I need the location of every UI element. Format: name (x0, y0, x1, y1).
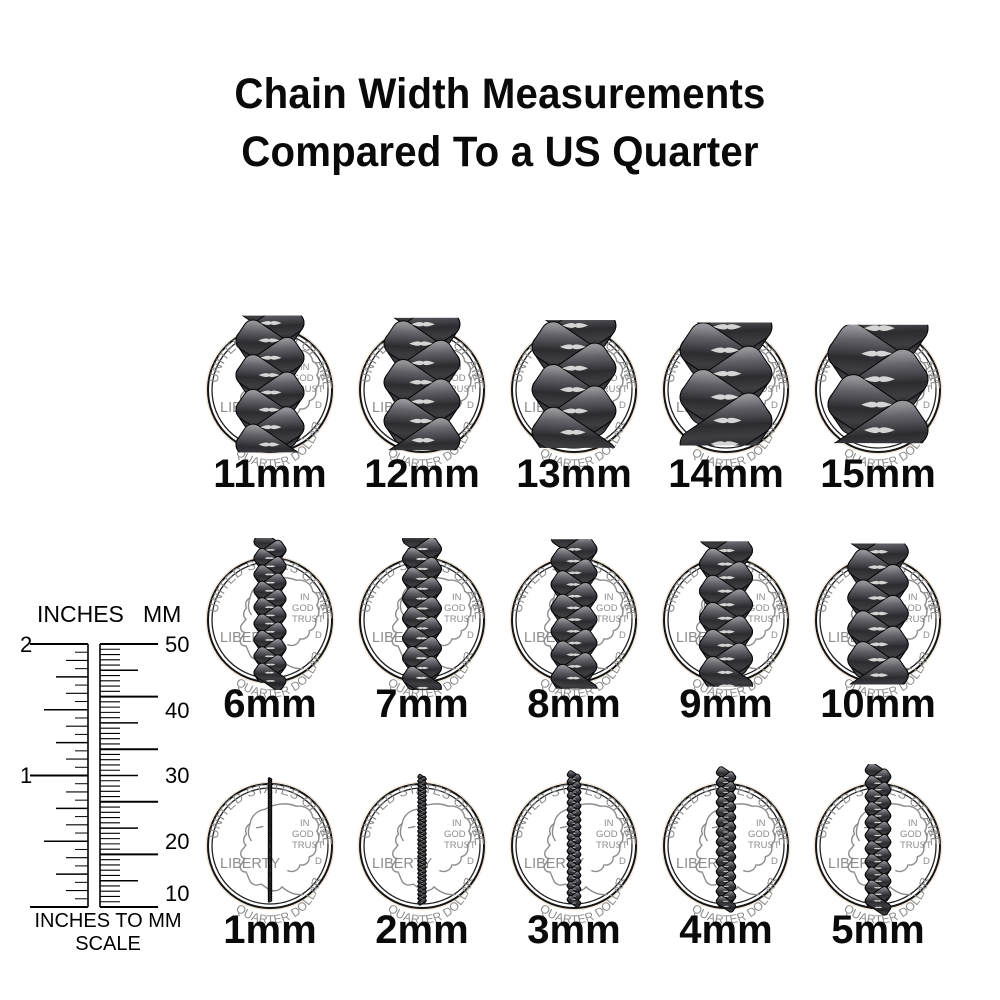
svg-text:D: D (923, 630, 930, 641)
svg-text:TRUST: TRUST (444, 614, 476, 625)
svg-text:D: D (467, 400, 474, 411)
svg-text:13mm: 13mm (516, 452, 632, 496)
svg-text:D: D (467, 630, 474, 641)
svg-text:15mm: 15mm (820, 452, 936, 496)
svg-text:IN: IN (908, 592, 918, 603)
svg-text:TRUST: TRUST (596, 614, 628, 625)
svg-text:4mm: 4mm (679, 908, 772, 952)
svg-text:TRUST: TRUST (444, 840, 476, 851)
svg-text:GOD WE: GOD WE (292, 603, 332, 614)
svg-text:UNITED STATES OF AMERICA: UNITED STATES OF AMERICA (0, 0, 335, 620)
svg-text:TRUST: TRUST (292, 614, 324, 625)
svg-text:7mm: 7mm (375, 682, 468, 726)
svg-text:TRUST: TRUST (596, 840, 628, 851)
svg-text:TRUST: TRUST (292, 840, 324, 851)
svg-text:D: D (771, 630, 778, 641)
svg-text:5mm: 5mm (831, 908, 924, 952)
svg-text:D: D (771, 400, 778, 411)
svg-text:TRUST: TRUST (900, 840, 932, 851)
svg-text:D: D (467, 856, 474, 867)
svg-text:GOD WE: GOD WE (444, 829, 484, 840)
svg-text:D: D (315, 400, 322, 411)
svg-text:TRUST: TRUST (748, 614, 780, 625)
svg-text:IN: IN (604, 818, 614, 829)
svg-text:TRUST: TRUST (748, 840, 780, 851)
svg-text:D: D (923, 400, 930, 411)
svg-text:D: D (619, 400, 626, 411)
svg-text:9mm: 9mm (679, 682, 772, 726)
svg-text:D: D (315, 630, 322, 641)
svg-text:12mm: 12mm (364, 452, 480, 496)
svg-text:GOD WE: GOD WE (596, 603, 636, 614)
svg-text:UNITED STATES OF AMERICA: UNITED STATES OF AMERICA (0, 0, 943, 390)
svg-text:GOD WE: GOD WE (292, 829, 332, 840)
svg-text:IN: IN (756, 818, 766, 829)
svg-text:IN: IN (756, 592, 766, 603)
svg-text:14mm: 14mm (668, 452, 784, 496)
svg-text:UNITED STATES OF AMERICA: UNITED STATES OF AMERICA (0, 0, 639, 620)
svg-text:IN: IN (908, 818, 918, 829)
svg-text:IN: IN (300, 592, 310, 603)
svg-text:D: D (771, 856, 778, 867)
svg-text:3mm: 3mm (527, 908, 620, 952)
svg-text:2mm: 2mm (375, 908, 468, 952)
svg-text:UNITED STATES OF AMERICA: UNITED STATES OF AMERICA (0, 0, 943, 620)
svg-text:GOD WE: GOD WE (444, 603, 484, 614)
svg-text:D: D (619, 856, 626, 867)
svg-text:IN: IN (452, 818, 462, 829)
svg-text:IN: IN (300, 818, 310, 829)
svg-text:D: D (619, 630, 626, 641)
svg-text:GOD WE: GOD WE (748, 829, 788, 840)
svg-text:6mm: 6mm (223, 682, 316, 726)
svg-text:GOD WE: GOD WE (748, 603, 788, 614)
svg-text:GOD WE: GOD WE (596, 829, 636, 840)
svg-text:UNITED STATES OF AMERICA: UNITED STATES OF AMERICA (0, 0, 791, 620)
svg-text:IN: IN (452, 592, 462, 603)
svg-text:10mm: 10mm (820, 682, 936, 726)
svg-text:11mm: 11mm (213, 452, 326, 496)
svg-text:D: D (923, 856, 930, 867)
svg-text:GOD WE: GOD WE (900, 829, 940, 840)
svg-text:UNITED STATES OF AMERICA: UNITED STATES OF AMERICA (0, 0, 487, 620)
svg-text:D: D (315, 856, 322, 867)
svg-text:IN: IN (604, 592, 614, 603)
svg-text:8mm: 8mm (527, 682, 620, 726)
svg-text:1mm: 1mm (223, 908, 316, 952)
